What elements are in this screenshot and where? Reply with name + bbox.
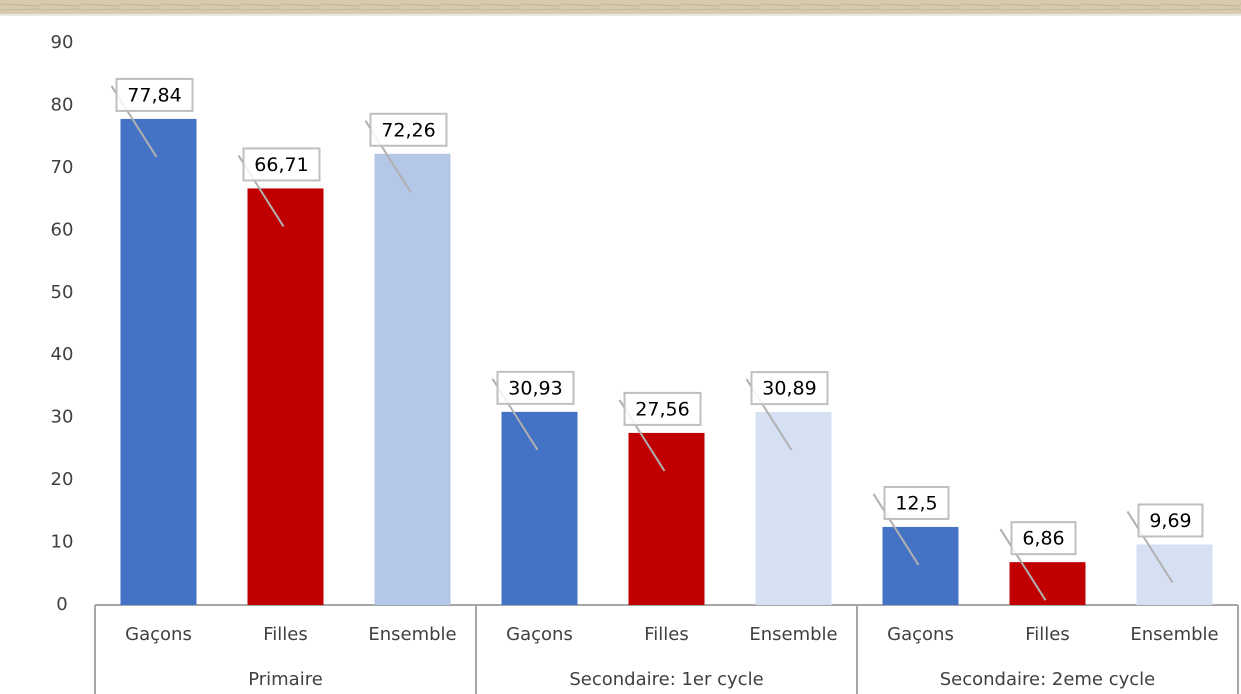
value-label-box <box>496 370 575 405</box>
y-tick-label: 90 <box>51 32 74 53</box>
leader-line <box>999 528 1047 601</box>
value-label-box <box>1010 521 1077 556</box>
value-label-box <box>883 485 950 520</box>
x-tick-label: Ensemble <box>749 624 837 645</box>
bar <box>501 411 578 605</box>
y-tick-label: 10 <box>51 532 74 553</box>
value-label: 72,26 <box>381 119 435 141</box>
value-label: 6,86 <box>1022 528 1064 550</box>
value-label-box <box>242 147 321 182</box>
bar <box>628 432 705 605</box>
x-tick-label: Filles <box>1025 624 1070 645</box>
value-label: 12,5 <box>895 492 937 514</box>
value-label-box <box>623 391 702 426</box>
bar <box>1009 562 1086 605</box>
y-tick-label: 70 <box>51 157 74 178</box>
group-label: Secondaire: 2eme cycle <box>940 669 1156 690</box>
value-label: 9,69 <box>1149 510 1191 532</box>
x-tick-label: Ensemble <box>368 624 456 645</box>
bar <box>374 153 451 606</box>
x-tick-label: Gaçons <box>506 624 573 645</box>
group-label: Secondaire: 1er cycle <box>569 669 763 690</box>
x-tick-label: Filles <box>263 624 308 645</box>
x-tick-label: Filles <box>644 624 689 645</box>
bar <box>1136 544 1213 605</box>
value-label: 77,84 <box>127 84 181 106</box>
bar <box>247 188 324 605</box>
bar <box>882 526 959 605</box>
x-tick-label: Gaçons <box>887 624 954 645</box>
x-tick-label: Gaçons <box>125 624 192 645</box>
y-tick-label: 50 <box>51 282 74 303</box>
value-label-box <box>369 112 448 147</box>
x-tick-label: Ensemble <box>1130 624 1218 645</box>
y-tick-label: 40 <box>51 344 74 365</box>
value-label: 66,71 <box>254 154 308 176</box>
top-strip <box>0 0 1241 14</box>
value-label: 30,93 <box>508 377 562 399</box>
y-tick-label: 20 <box>51 469 74 490</box>
value-label: 30,89 <box>762 378 816 400</box>
y-tick-label: 30 <box>51 407 74 428</box>
bar <box>120 118 197 606</box>
value-label: 27,56 <box>635 398 689 420</box>
y-tick-label: 80 <box>51 94 74 115</box>
value-label-box <box>115 77 194 112</box>
y-tick-label: 0 <box>56 594 67 615</box>
leader-line <box>872 493 920 566</box>
value-label-box <box>750 371 829 406</box>
value-label-box <box>1137 503 1204 538</box>
y-tick-label: 60 <box>51 219 74 240</box>
group-label: Primaire <box>248 669 323 690</box>
leader-line <box>1126 510 1174 584</box>
bar <box>755 412 832 605</box>
